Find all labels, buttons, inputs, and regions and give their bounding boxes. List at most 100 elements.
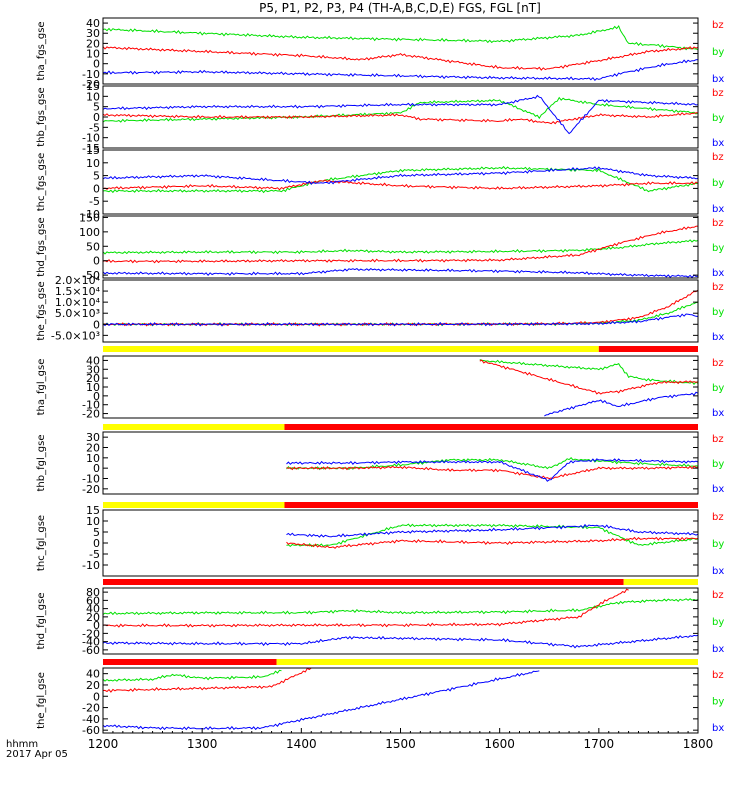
y-tick-label: 100 xyxy=(79,226,100,239)
series-line-bz xyxy=(102,46,699,71)
y-tick-label: -20 xyxy=(82,627,100,640)
mode-bar-segment xyxy=(598,346,698,352)
y-tick-label: 10 xyxy=(86,381,100,394)
y-tick-label: -60 xyxy=(82,644,100,657)
y-axis-label: thc_fgl_gse xyxy=(36,515,47,571)
y-tick-label: 1.5×10⁴ xyxy=(55,285,101,298)
mode-bar-segment xyxy=(284,424,698,430)
legend-by: by xyxy=(712,383,724,394)
y-axis-label: the_fgl_gse xyxy=(36,672,47,729)
y-tick-label: -50 xyxy=(82,269,100,282)
y-tick-label: 1.0×10⁴ xyxy=(55,296,101,309)
y-tick-label: 10 xyxy=(86,48,100,61)
y-tick-label: -10 xyxy=(82,132,100,145)
legend-by: by xyxy=(712,47,724,58)
series-line-bz xyxy=(102,225,699,264)
series-line-bz xyxy=(102,289,699,327)
y-tick-label: -5 xyxy=(89,195,100,208)
y-tick-label: -20 xyxy=(82,78,100,91)
legend-bx: bx xyxy=(712,138,724,149)
y-tick-label: -20 xyxy=(82,483,100,496)
y-tick-label: -5 xyxy=(89,548,100,561)
series-line-bx xyxy=(102,94,699,135)
series-line-bx xyxy=(102,670,540,731)
y-tick-label: 50 xyxy=(86,240,100,253)
series-line-by xyxy=(102,165,699,194)
legend-bz: bz xyxy=(712,152,724,163)
legend-bz: bz xyxy=(712,358,724,369)
series-line-bz xyxy=(102,112,699,125)
y-tick-label: 0 xyxy=(93,537,100,550)
y-tick-label: 60 xyxy=(86,594,100,607)
mode-bar-segment xyxy=(103,579,624,585)
y-tick-label: 20 xyxy=(86,442,100,455)
series-line-bx xyxy=(102,267,699,279)
y-axis-label: the_fgs_gse xyxy=(36,281,47,340)
x-tick-label: 1400 xyxy=(286,737,317,751)
mode-bar-segment xyxy=(623,579,698,585)
y-tick-label: -40 xyxy=(82,713,100,726)
y-tick-label: -5 xyxy=(89,121,100,134)
y-tick-label: 2.0×10⁴ xyxy=(55,274,101,287)
panel-frame xyxy=(102,587,699,655)
y-tick-label: 5 xyxy=(93,170,100,183)
y-tick-label: -40 xyxy=(82,636,100,649)
y-tick-label: -5.0×10³ xyxy=(51,329,100,342)
y-tick-label: 80 xyxy=(86,586,100,599)
panel-frame xyxy=(102,17,699,85)
series-line-bz xyxy=(286,465,699,480)
y-tick-label: -10 xyxy=(82,208,100,221)
y-tick-label: 150 xyxy=(79,211,100,224)
x-tick-label: 1200 xyxy=(88,737,119,751)
date-label: 2017 Apr 05 xyxy=(6,749,68,760)
panel-frame xyxy=(102,149,699,215)
y-axis-label: thd_fgs_gse xyxy=(36,217,47,276)
y-tick-label: 40 xyxy=(86,354,100,367)
x-tick-label: 1600 xyxy=(484,737,515,751)
y-tick-label: 5 xyxy=(93,526,100,539)
y-tick-label: 0 xyxy=(93,619,100,632)
y-tick-label: -20 xyxy=(82,408,100,421)
series-line-bz xyxy=(102,179,699,191)
y-axis-label: thd_fgl_gse xyxy=(36,593,47,650)
y-tick-label: -20 xyxy=(82,702,100,715)
y-tick-label: 0 xyxy=(93,255,100,268)
mode-bar-segment xyxy=(276,659,698,665)
mode-bar-segment xyxy=(103,502,285,508)
series-line-bz xyxy=(286,536,699,549)
legend-bx: bx xyxy=(712,268,724,279)
series-line-bz xyxy=(102,667,312,693)
series-line-bx xyxy=(102,59,699,82)
legend-by: by xyxy=(712,697,724,708)
panel-frame xyxy=(102,355,699,419)
y-tick-label: 20 xyxy=(86,372,100,385)
y-tick-label: -10 xyxy=(82,399,100,412)
y-tick-label: 40 xyxy=(86,17,100,30)
panel-frame xyxy=(102,431,699,495)
y-tick-label: 30 xyxy=(86,27,100,40)
legend-bx: bx xyxy=(712,332,724,343)
series-line-by xyxy=(286,523,699,548)
y-tick-label: 0 xyxy=(93,182,100,195)
legend-bz: bz xyxy=(712,670,724,681)
series-line-bz xyxy=(102,588,629,628)
legend-by: by xyxy=(712,243,724,254)
y-tick-label: 20 xyxy=(86,679,100,692)
y-tick-label: 5 xyxy=(93,101,100,114)
legend-by: by xyxy=(712,539,724,550)
mode-bar-segment xyxy=(103,424,285,430)
series-line-bx xyxy=(286,458,699,482)
y-tick-label: 5.0×10³ xyxy=(55,307,100,320)
y-tick-label: 0 xyxy=(93,390,100,403)
y-tick-label: 20 xyxy=(86,611,100,624)
legend-bz: bz xyxy=(712,218,724,229)
y-tick-label: -60 xyxy=(82,724,100,737)
y-tick-label: -10 xyxy=(82,473,100,486)
y-tick-label: 40 xyxy=(86,603,100,616)
